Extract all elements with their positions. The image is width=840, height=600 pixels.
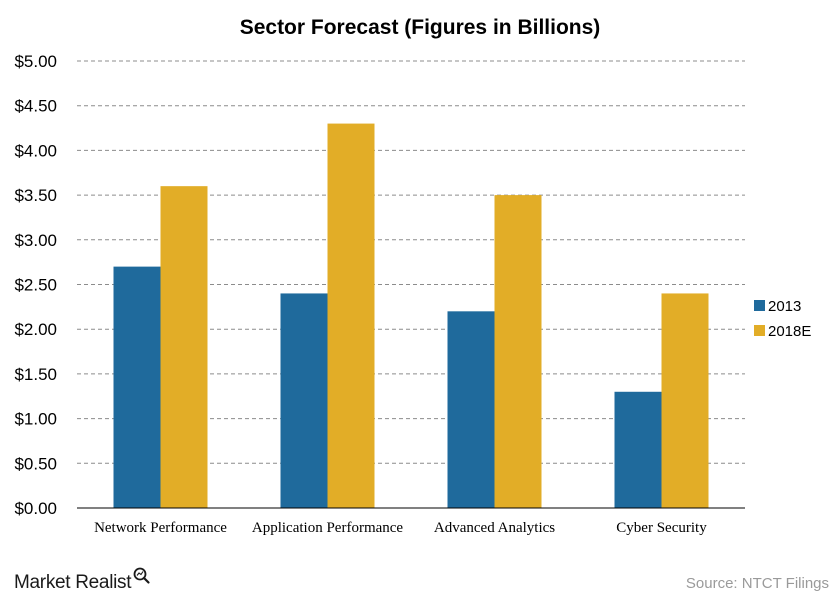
y-tick-label: $1.50 bbox=[14, 365, 57, 384]
y-tick-label: $0.50 bbox=[14, 454, 57, 473]
y-tick-label: $0.00 bbox=[14, 499, 57, 518]
legend-label-2018e: 2018E bbox=[768, 323, 811, 340]
magnifier-icon bbox=[133, 567, 150, 584]
y-tick-label: $2.00 bbox=[14, 320, 57, 339]
chart-title: Sector Forecast (Figures in Billions) bbox=[240, 16, 601, 39]
bar-2013-advanced-analytics bbox=[447, 311, 495, 508]
bar-2013-cyber-security bbox=[614, 391, 662, 508]
bar-2018e-network-performance bbox=[160, 186, 208, 508]
legend: 2013 2018E bbox=[754, 298, 811, 340]
y-tick-label: $1.00 bbox=[14, 410, 57, 429]
bar-2018e-application-performance bbox=[327, 123, 375, 508]
bar-2018e-advanced-analytics bbox=[494, 195, 542, 508]
logo-text: Market Realist bbox=[14, 572, 132, 593]
y-tick-label: $4.50 bbox=[14, 97, 57, 116]
bar-2013-application-performance bbox=[280, 293, 328, 508]
x-tick-label: Advanced Analytics bbox=[434, 520, 555, 536]
y-tick-label: $4.00 bbox=[14, 141, 57, 160]
legend-swatch-2018e bbox=[754, 325, 765, 336]
legend-swatch-2013 bbox=[754, 300, 765, 311]
bar-2013-network-performance bbox=[113, 266, 161, 508]
x-axis-ticks: Network Performance Application Performan… bbox=[94, 520, 707, 536]
bar-2018e-cyber-security bbox=[661, 293, 709, 508]
x-tick-label: Application Performance bbox=[252, 520, 404, 536]
legend-label-2013: 2013 bbox=[768, 298, 801, 315]
x-tick-label: Cyber Security bbox=[616, 520, 707, 536]
y-axis-ticks: $0.00 $0.50 $1.00 $1.50 $2.00 $2.50 $3.00 $3.50… bbox=[14, 52, 57, 518]
y-tick-label: $3.00 bbox=[14, 231, 57, 250]
source-note: Source: NTCT Filings bbox=[686, 575, 829, 592]
y-tick-label: $3.50 bbox=[14, 186, 57, 205]
bars bbox=[113, 123, 709, 508]
x-tick-label: Network Performance bbox=[94, 520, 227, 536]
y-tick-label: $5.00 bbox=[14, 52, 57, 71]
market-realist-logo: Market Realist bbox=[14, 567, 150, 593]
y-tick-label: $2.50 bbox=[14, 276, 57, 295]
